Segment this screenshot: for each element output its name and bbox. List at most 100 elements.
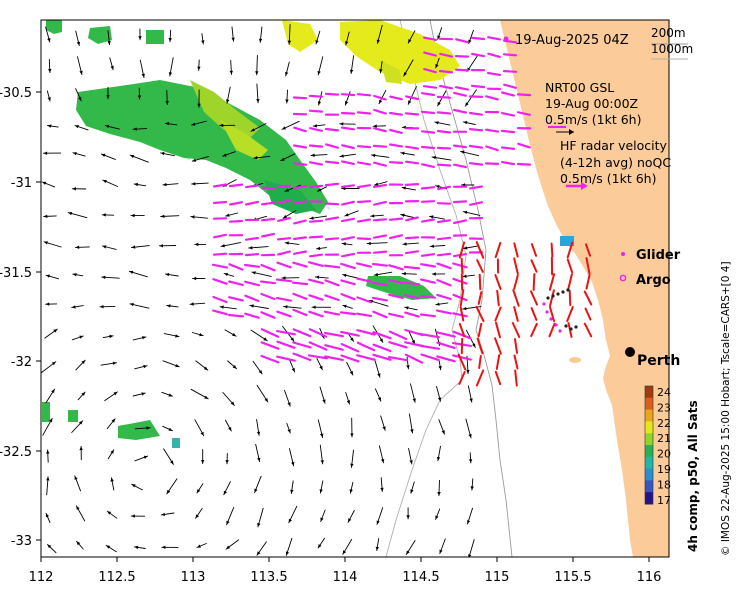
current-arrow [404, 341, 424, 348]
current-arrowhead [285, 551, 289, 556]
current-arrow [513, 274, 519, 290]
y-axis: -30.5 -31 -31.5 -32 -32.5 -33 [0, 86, 41, 549]
current-arrowhead [79, 70, 83, 75]
current-arrowhead [441, 430, 445, 435]
current-arrowhead [219, 123, 224, 128]
current-arrow [372, 310, 388, 319]
current-arrow [356, 341, 376, 352]
current-arrowhead [75, 245, 80, 249]
current-arrow [436, 262, 452, 270]
current-arrow [276, 237, 292, 241]
current-arrow [548, 273, 556, 291]
current-arrow [494, 306, 502, 322]
current-arrowhead [254, 488, 258, 493]
current-arrow [454, 68, 470, 72]
current-arrow [436, 355, 456, 363]
current-arrow [514, 338, 518, 354]
y-tick-label: -32 [11, 355, 32, 370]
current-arrow [260, 354, 280, 364]
current-arrow [356, 93, 372, 97]
current-arrowhead [316, 246, 321, 251]
current-arrow [487, 36, 501, 41]
current-arrow [501, 161, 516, 166]
colorbar-segment [645, 409, 653, 422]
current-arrow [212, 278, 228, 285]
sst-colorbar: 24 23 22 21 20 19 18 17 [644, 385, 671, 507]
current-arrowhead [309, 216, 314, 220]
colorbar-segment [645, 468, 653, 481]
current-arrow [228, 263, 244, 271]
current-arrow [372, 281, 388, 287]
current-arrow [213, 233, 227, 239]
current-arrowhead [317, 188, 322, 192]
current-arrow [292, 292, 308, 300]
current-arrowhead [470, 486, 474, 491]
current-arrow [404, 353, 424, 364]
current-arrow [339, 311, 357, 316]
current-arrowhead [311, 153, 315, 157]
current-arrowhead [197, 103, 201, 108]
current-arrowhead [44, 241, 48, 245]
current-arrow [421, 253, 435, 257]
current-arrow [293, 250, 307, 255]
current-arrow [436, 331, 456, 338]
current-arrow [420, 186, 436, 190]
current-arrowhead [406, 365, 410, 369]
current-arrowhead [437, 101, 441, 106]
current-arrow [423, 51, 437, 57]
current-arrow [293, 219, 307, 225]
current-arrow [511, 322, 521, 338]
current-arrowhead [46, 476, 50, 481]
current-arrowhead [437, 35, 441, 40]
colorbar-segment [645, 480, 653, 493]
current-arrowhead [168, 72, 173, 76]
current-arrow [356, 200, 372, 204]
current-arrowhead [102, 245, 107, 249]
current-arrow [372, 343, 392, 353]
current-arrow [422, 85, 438, 89]
current-arrow [261, 201, 275, 206]
current-arrowhead [403, 72, 407, 77]
current-arrow [373, 183, 387, 188]
current-arrow [356, 312, 372, 317]
current-arrow [388, 330, 408, 341]
y-tick-label: -31.5 [0, 266, 32, 281]
current-arrowhead [409, 460, 413, 464]
current-arrow [228, 296, 244, 302]
current-arrowhead [105, 124, 110, 129]
current-arrowhead [53, 329, 58, 333]
y-tick-label: -33 [11, 534, 32, 549]
current-arrow [308, 341, 328, 351]
current-arrow [340, 111, 356, 115]
current-arrow [404, 112, 420, 116]
current-arrowhead [168, 427, 173, 431]
current-arrow [324, 237, 340, 241]
current-arrowhead [285, 241, 289, 245]
current-arrow [487, 52, 501, 59]
colorbar-frame [644, 385, 654, 505]
current-arrow [340, 279, 356, 286]
current-arrow [494, 241, 502, 259]
current-arrowhead [432, 155, 436, 160]
current-arrowhead [72, 273, 77, 277]
current-arrow [404, 183, 420, 186]
current-arrow [420, 278, 436, 284]
current-arrowhead [410, 489, 414, 494]
current-arrowhead [226, 545, 230, 550]
current-arrow [455, 86, 469, 91]
current-arrow [276, 297, 292, 302]
current-arrow [471, 52, 485, 58]
current-arrowhead [191, 182, 196, 186]
current-arrowhead [165, 122, 170, 126]
current-arrow [373, 234, 387, 239]
current-arrowhead [258, 370, 263, 374]
current-arrow [513, 306, 519, 322]
current-arrow [292, 96, 308, 100]
current-arrow [516, 93, 532, 97]
current-arrow [468, 162, 484, 166]
current-arrow [260, 217, 276, 222]
current-arrowhead [412, 398, 416, 403]
current-arrow [439, 84, 453, 90]
current-arrow [324, 279, 340, 287]
current-arrowhead [112, 361, 117, 365]
